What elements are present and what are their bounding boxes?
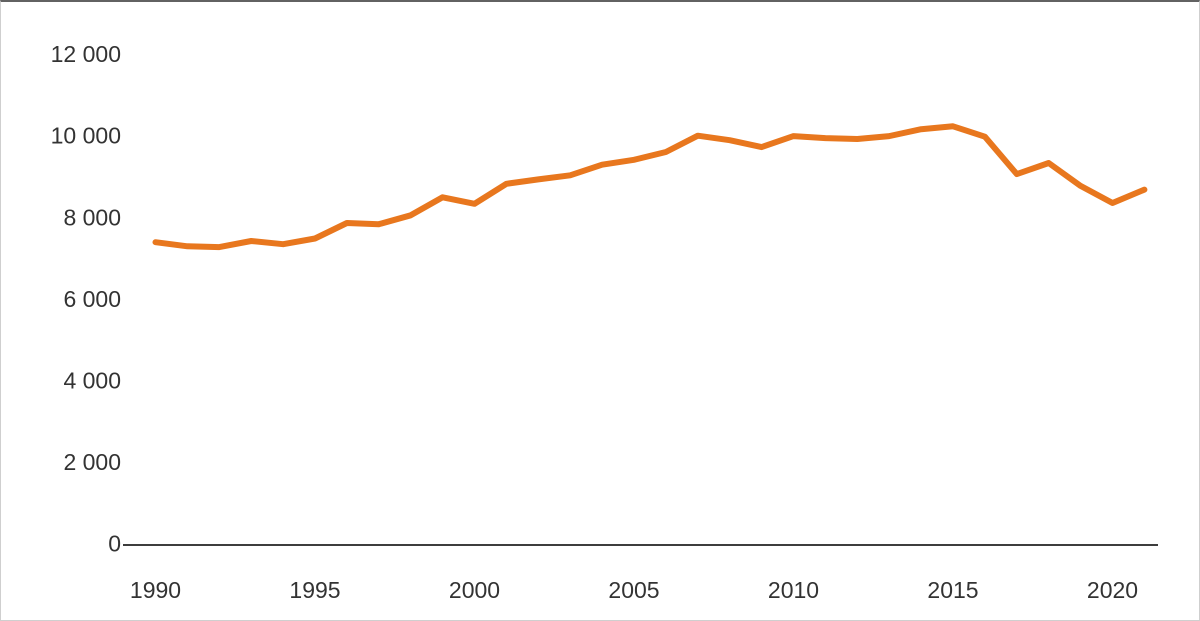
x-tick-label: 2010 [768, 577, 819, 603]
x-tick-label: 2015 [927, 577, 978, 603]
y-tick-label: 2 000 [63, 449, 121, 475]
y-tick-label: 12 000 [51, 41, 121, 67]
data-line-series [152, 123, 1148, 251]
x-tick-label: 1995 [289, 577, 340, 603]
y-tick-label: 10 000 [51, 123, 121, 149]
y-axis-tick-labels: 0 2 000 4 000 6 000 8 000 10 000 12 000 [51, 41, 121, 557]
y-tick-label: 8 000 [63, 204, 121, 230]
x-tick-label: 2000 [449, 577, 500, 603]
x-tick-label: 2020 [1087, 577, 1138, 603]
y-tick-label: 0 [108, 531, 121, 557]
y-tick-label: 6 000 [63, 286, 121, 312]
x-tick-label: 1990 [130, 577, 181, 603]
x-axis-tick-labels: 1990 1995 2000 2005 2010 2015 2020 [130, 577, 1138, 603]
x-tick-label: 2005 [608, 577, 659, 603]
y-tick-label: 4 000 [63, 368, 121, 394]
